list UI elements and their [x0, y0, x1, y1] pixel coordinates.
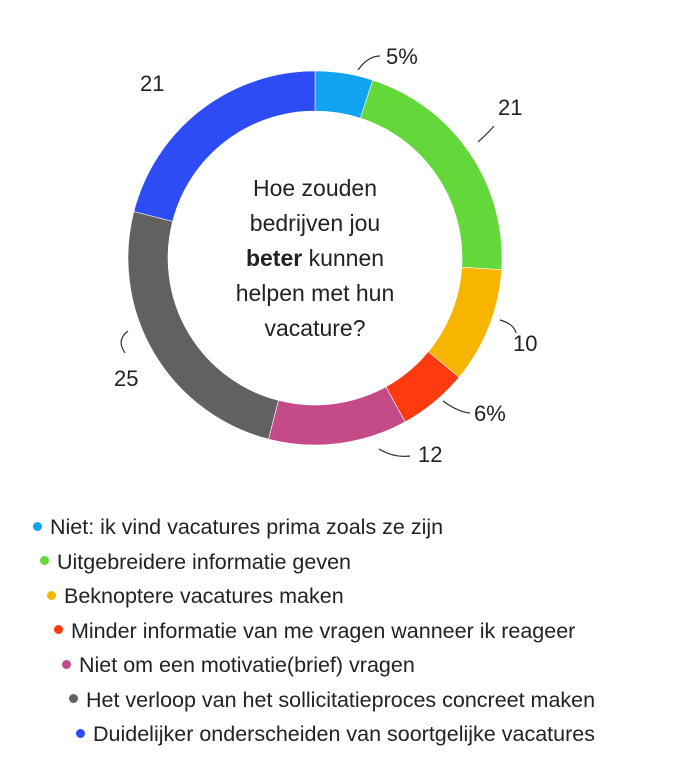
legend-label: Het verloop van het sollicitatieproces c…	[86, 687, 596, 712]
data-label-minder-informatie-van-me-vragen-wanneer-ik-reageer: 6%	[474, 401, 506, 426]
legend-marker	[54, 625, 63, 635]
leader-line	[499, 319, 517, 334]
center-title-line: helpen met hun	[236, 280, 395, 306]
leader-line	[378, 448, 411, 457]
data-label-beknoptere-vacatures-maken: 10	[513, 331, 537, 356]
data-label-niet-ik-vind-vacatures-prima-zoals-ze-zijn: 5%	[386, 44, 418, 69]
leader-lines	[120, 55, 517, 457]
legend-marker	[40, 556, 49, 566]
center-title-line: vacature?	[264, 315, 365, 341]
legend-label: Beknoptere vacatures maken	[64, 584, 344, 608]
legend-marker	[76, 728, 85, 738]
data-label-uitgebreidere-informatie-geven: 21	[498, 95, 522, 120]
legend-marker	[62, 659, 71, 669]
legend-label: Duidelijker onderscheiden van soortgelij…	[93, 722, 595, 746]
legend-item-minder-informatie-van-me-vragen-wanneer-ik-reageer: Minder informatie van me vragen wanneer …	[54, 616, 575, 646]
legend-label: Niet: ik vind vacatures prima zoals ze z…	[50, 515, 444, 539]
donut-chart: 5% 21 10 6% 12 25 21 Hoe zouden bedrijven jou be…	[114, 44, 537, 467]
legend-label: Uitgebreidere informatie geven	[57, 549, 351, 574]
donut-slices	[127, 70, 503, 446]
legend-item-het-verloop-van-het-sollicitatieproces-concreet-maken: Het verloop van het sollicitatieproces c…	[69, 685, 595, 715]
center-title-line: Hoe zouden	[253, 175, 377, 201]
legend-item-duidelijker-onderscheiden-van-soortgelijke-vacatures: Duidelijker onderscheiden van soortgelij…	[76, 719, 595, 749]
leader-line	[120, 330, 129, 354]
leader-line	[477, 125, 495, 143]
data-label-het-verloop-van-het-sollicitatieproces-concreet-maken: 25	[114, 366, 138, 391]
leader-line	[357, 55, 381, 71]
legend-item-uitgebreidere-informatie-geven: Uitgebreidere informatie geven	[40, 547, 351, 577]
slice-duidelijker-onderscheiden-van-soortgelijke-vacatures	[133, 70, 316, 222]
data-label-duidelijker-onderscheiden-van-soortgelijke-vacatures: 21	[140, 71, 164, 96]
center-title-line: beter kunnen	[246, 245, 384, 271]
center-title-line: bedrijven jou	[250, 210, 380, 236]
slice-niet-om-een-motivatie-brief-vragen	[268, 386, 406, 446]
leader-line	[442, 400, 471, 414]
slice-uitgebreidere-informatie-geven	[360, 79, 503, 271]
legend-item-beknoptere-vacatures-maken: Beknoptere vacatures maken	[47, 581, 344, 611]
legend-marker	[69, 694, 78, 704]
legend-label: Minder informatie van me vragen wanneer …	[71, 618, 576, 643]
data-labels: 5% 21 10 6% 12 25 21	[114, 44, 537, 467]
legend-item-niet-ik-vind-vacatures-prima-zoals-ze-zijn: Niet: ik vind vacatures prima zoals ze z…	[33, 512, 443, 542]
legend-marker	[47, 590, 56, 600]
legend-marker	[33, 521, 42, 531]
legend-item-niet-om-een-motivatie-brief-vragen: Niet om een motivatie(brief) vragen	[62, 650, 415, 680]
data-label-niet-om-een-motivatie-brief-vragen: 12	[418, 442, 442, 467]
legend-label: Niet om een motivatie(brief) vragen	[79, 653, 415, 677]
center-title: Hoe zouden bedrijven jou beter kunnen helpe…	[236, 175, 395, 341]
